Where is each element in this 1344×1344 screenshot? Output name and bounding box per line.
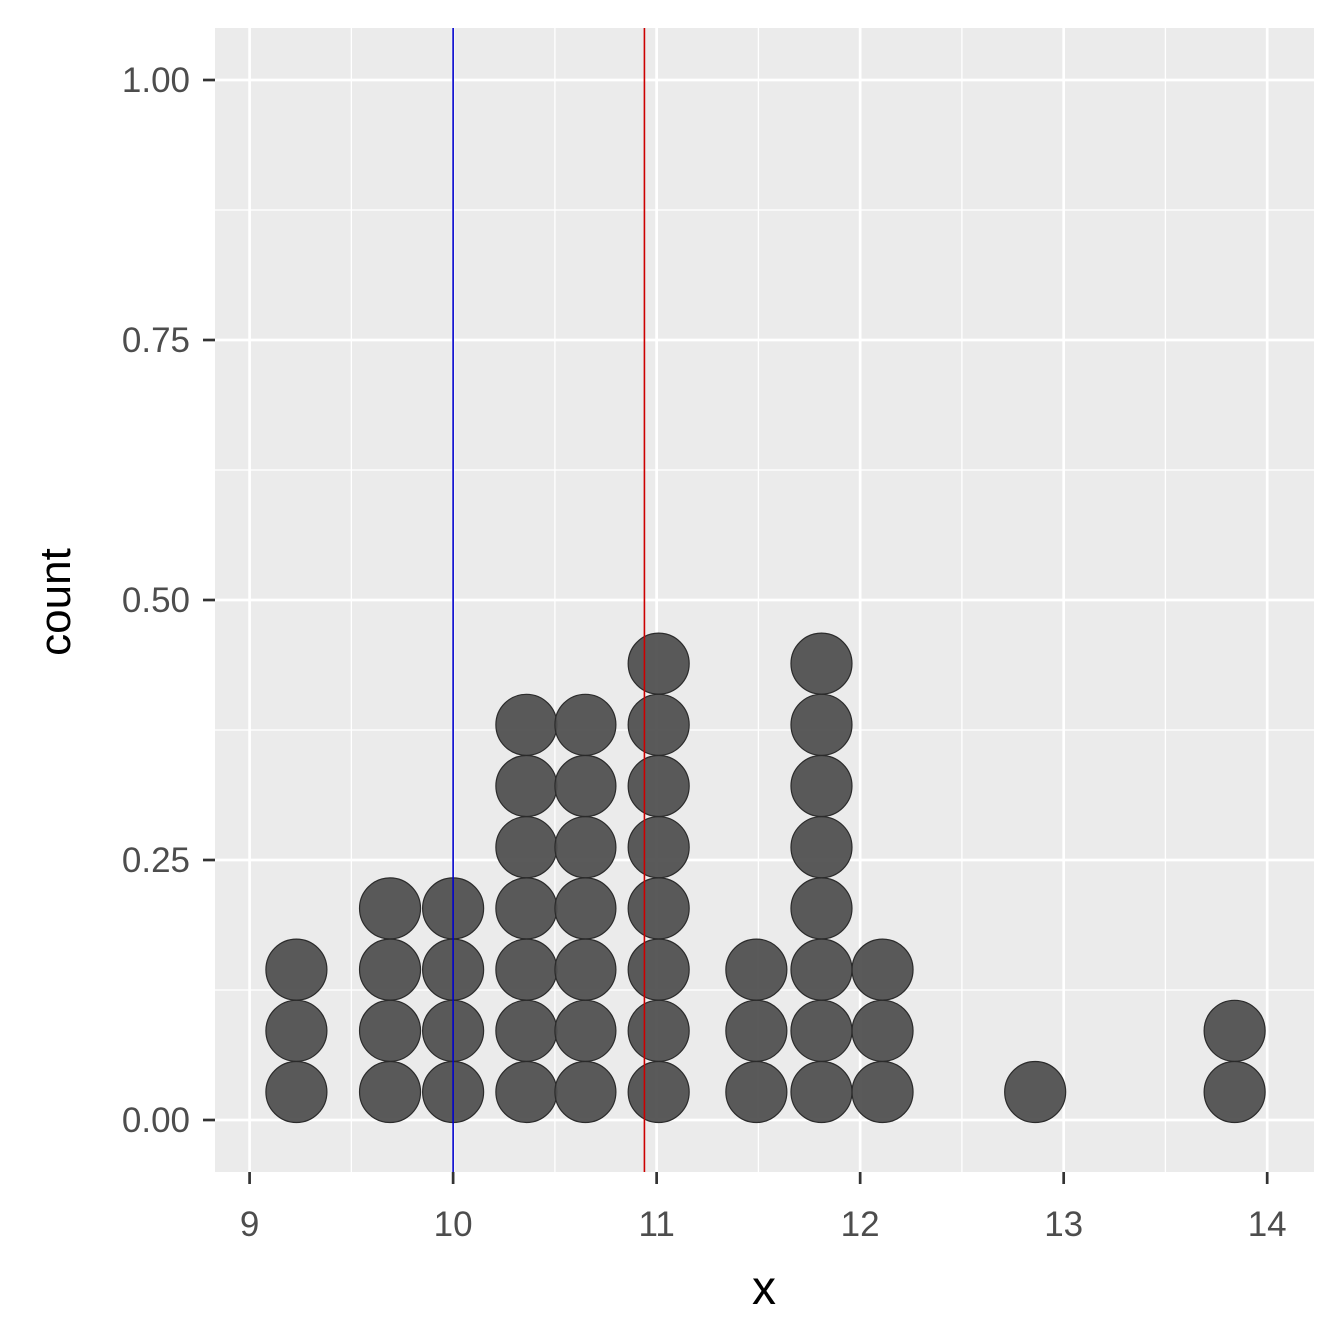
dot-point	[627, 693, 690, 756]
dot-point	[725, 999, 788, 1062]
dot-point	[790, 938, 853, 1001]
dot-point	[851, 1060, 914, 1124]
dot-point	[851, 999, 914, 1062]
y-axis-title: count	[31, 548, 80, 656]
dot-point	[851, 938, 914, 1001]
y-tick-label: 0.00	[122, 1101, 190, 1140]
dot-point	[1203, 1060, 1266, 1124]
x-axis-title: x	[752, 1262, 776, 1315]
x-tick-label: 10	[434, 1205, 473, 1244]
dot-point	[554, 693, 617, 756]
dot-point	[495, 754, 558, 818]
dot-point	[627, 938, 690, 1001]
dot-point	[1203, 999, 1266, 1062]
dot-point	[554, 999, 617, 1062]
y-axis: 0.00 0.25 0.50 0.75 1.00	[122, 61, 215, 1140]
dot-point	[790, 754, 853, 818]
y-tick-label: 0.50	[122, 581, 190, 620]
dot-point	[554, 938, 617, 1001]
y-tick-label: 1.00	[122, 61, 190, 100]
x-tick-label: 12	[841, 1205, 880, 1244]
dot-point	[627, 1060, 690, 1124]
dot-point	[495, 693, 558, 756]
y-tick-label: 0.75	[122, 321, 190, 360]
dot-point	[627, 632, 690, 695]
dot-point	[495, 938, 558, 1001]
dot-point	[358, 1060, 422, 1124]
dot-point	[725, 1060, 788, 1124]
dot-point	[265, 938, 328, 1001]
dot-stacks	[265, 632, 1266, 1124]
x-tick-label: 11	[638, 1205, 674, 1244]
dot-point	[790, 877, 853, 940]
dot-point	[790, 816, 853, 879]
dot-point	[358, 938, 422, 1001]
dot-point	[627, 999, 690, 1062]
dot-point	[265, 1060, 328, 1124]
dot-point	[790, 999, 853, 1062]
reference-lines	[452, 28, 646, 1172]
dot-point	[495, 1060, 558, 1124]
dot-point	[358, 877, 422, 940]
x-tick-label: 14	[1248, 1205, 1287, 1244]
dot-point	[554, 754, 617, 818]
x-tick-label: 13	[1044, 1205, 1083, 1244]
dot-point	[627, 816, 690, 879]
dot-point	[725, 938, 788, 1001]
x-tick-label: 9	[240, 1205, 259, 1244]
dot-point	[358, 999, 422, 1062]
dot-point	[554, 816, 617, 879]
dot-point	[1004, 1060, 1067, 1124]
dot-point	[790, 693, 853, 756]
y-tick-label: 0.25	[122, 841, 190, 880]
dot-point	[790, 632, 853, 695]
dot-point	[627, 754, 690, 818]
dot-point	[495, 816, 558, 879]
dot-point	[495, 877, 558, 940]
dot-point	[554, 1060, 617, 1124]
dot-point	[627, 877, 690, 940]
x-axis: 9 10 11 12 13 14	[240, 1172, 1287, 1244]
dot-point	[495, 999, 558, 1062]
dot-point	[265, 999, 328, 1062]
dot-point	[790, 1060, 853, 1124]
dot-point	[554, 877, 617, 940]
